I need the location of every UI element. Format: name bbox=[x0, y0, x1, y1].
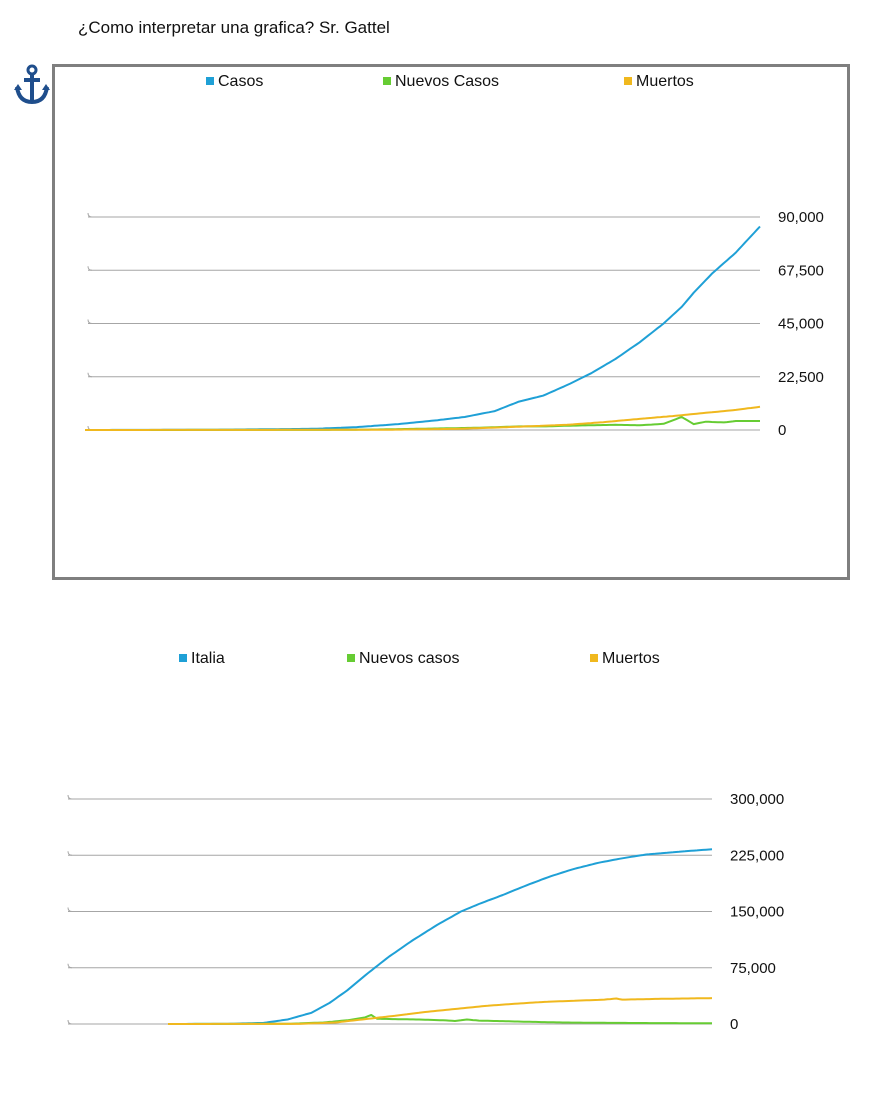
anchor-icon bbox=[14, 64, 50, 105]
gridline-tick bbox=[67, 907, 73, 912]
series-line-italia bbox=[168, 848, 713, 1025]
y-tick-label: 150,000 bbox=[730, 904, 784, 921]
gridline-tick bbox=[87, 212, 93, 218]
gridline-tick bbox=[67, 851, 73, 856]
series-line-muertos bbox=[168, 997, 713, 1025]
legend-swatch bbox=[206, 77, 214, 85]
legend-swatch bbox=[179, 654, 187, 662]
y-tick-label: 90,000 bbox=[778, 209, 824, 226]
y-tick-label: 0 bbox=[730, 1016, 738, 1033]
gridline-tick bbox=[67, 963, 73, 969]
y-tick-label: 45,000 bbox=[778, 316, 824, 333]
gridline-tick bbox=[67, 794, 73, 800]
chart-frame-casos bbox=[52, 64, 850, 580]
y-tick-label: 75,000 bbox=[730, 960, 776, 977]
page-title: ¿Como interpretar una grafica? Sr. Gatte… bbox=[78, 18, 390, 37]
legend-label: Italia bbox=[191, 650, 225, 667]
legend-label: Nuevos Casos bbox=[395, 73, 499, 90]
series-line-casos bbox=[85, 225, 761, 431]
gridline-tick bbox=[87, 372, 93, 378]
gridline-tick bbox=[87, 319, 93, 324]
series-line-nuevos-casos bbox=[85, 416, 760, 431]
legend-swatch bbox=[383, 77, 391, 85]
gridline-tick bbox=[87, 266, 93, 271]
series-line-muertos bbox=[85, 405, 761, 431]
legend-swatch bbox=[347, 654, 355, 662]
y-tick-label: 0 bbox=[778, 422, 786, 439]
gridline-tick bbox=[67, 1019, 73, 1025]
legend-label: Nuevos casos bbox=[359, 650, 460, 667]
legend-swatch bbox=[624, 77, 632, 85]
y-tick-label: 225,000 bbox=[730, 847, 784, 864]
legend-label: Muertos bbox=[602, 650, 660, 667]
legend-label: Casos bbox=[218, 73, 263, 90]
y-tick-label: 300,000 bbox=[730, 791, 784, 808]
legend-label: Muertos bbox=[636, 73, 694, 90]
y-tick-label: 67,500 bbox=[778, 262, 824, 279]
legend-swatch bbox=[590, 654, 598, 662]
y-tick-label: 22,500 bbox=[778, 369, 824, 386]
